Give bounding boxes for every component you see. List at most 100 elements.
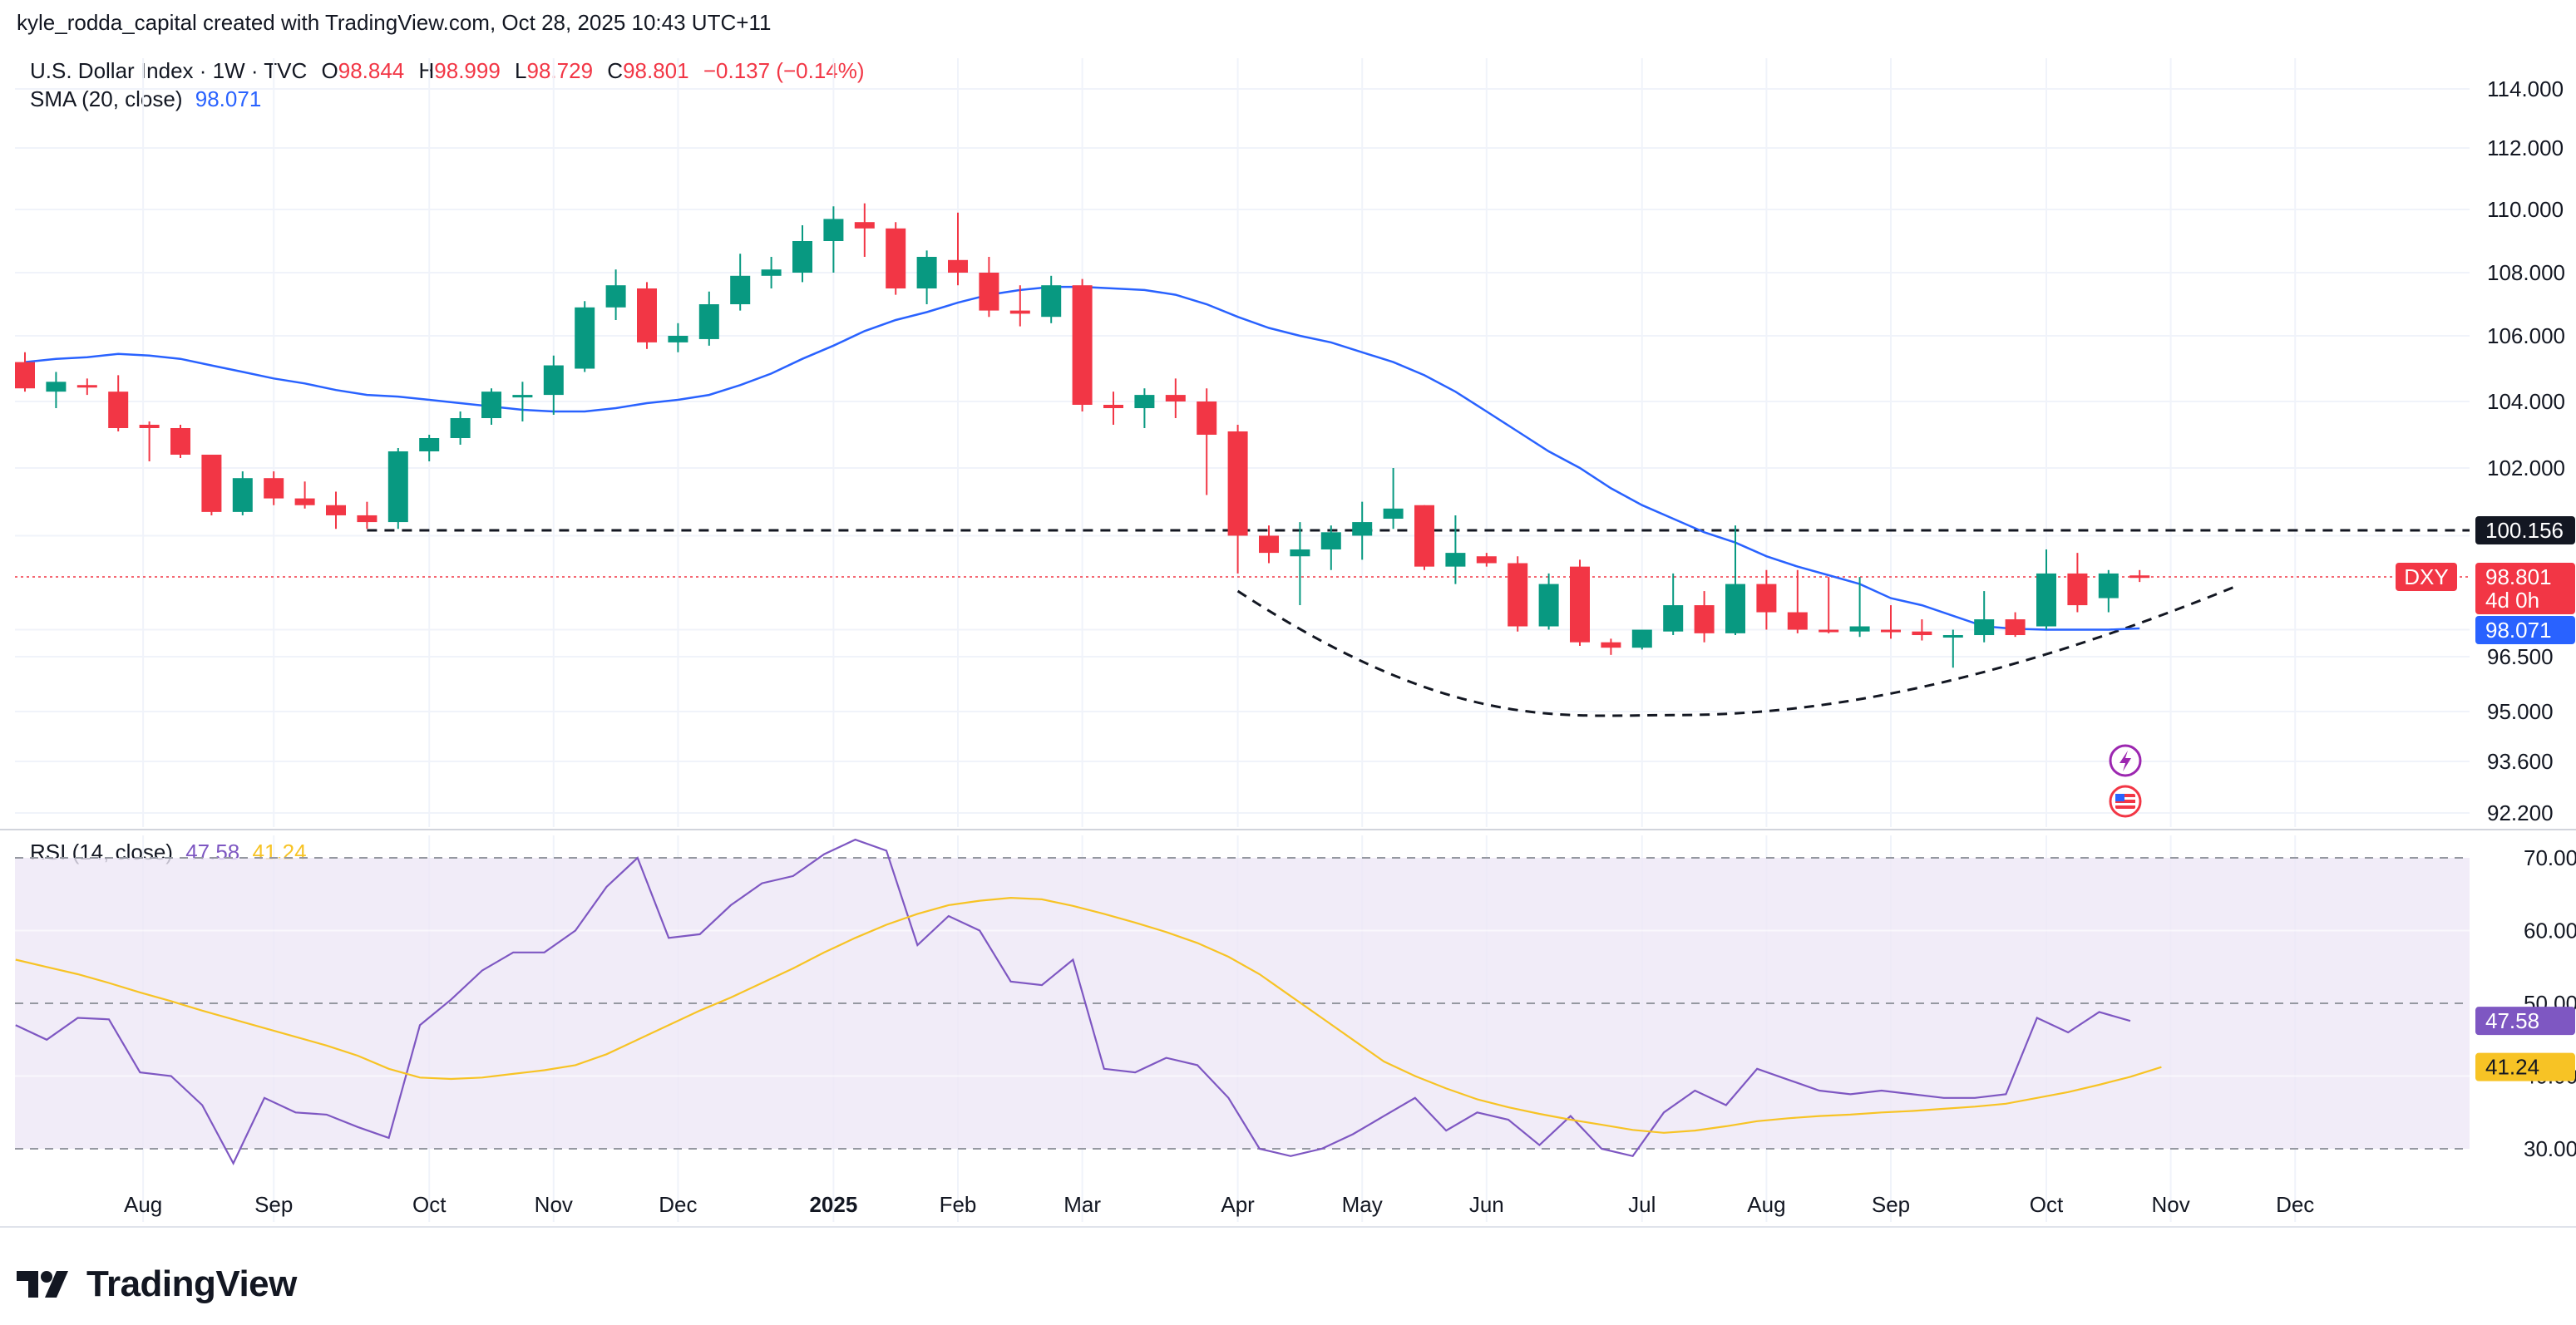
tradingview-logo[interactable]: TradingView	[17, 1263, 297, 1305]
time-axis-label: Feb	[940, 1192, 977, 1217]
candle	[1352, 501, 1373, 560]
candle	[326, 491, 346, 530]
candle-body	[575, 307, 595, 369]
candle	[1725, 525, 1745, 636]
rsi-line	[15, 838, 2131, 1165]
candle	[1445, 515, 1466, 584]
candle-body	[1009, 310, 1030, 314]
sma-label: SMA (20, close)	[30, 86, 183, 111]
candle-body	[294, 498, 315, 505]
close-label: C	[607, 58, 624, 83]
sma-legend[interactable]: SMA (20, close) 98.071	[30, 86, 261, 112]
candle-body	[1383, 508, 1404, 520]
candle	[1881, 605, 1901, 639]
symbol-flag-bg	[2396, 563, 2457, 591]
candle-body	[2129, 575, 2150, 579]
candle-body	[730, 275, 751, 304]
candle	[232, 471, 253, 515]
candle	[1601, 638, 1621, 655]
candle-body	[2067, 573, 2088, 606]
price-axis-label: 112.000	[2487, 135, 2564, 160]
candle-body	[854, 222, 875, 229]
flag-icon-white	[2115, 797, 2135, 800]
price-axis-label: 93.600	[2487, 749, 2554, 774]
time-axis-label: Oct	[2030, 1192, 2064, 1217]
candle-body	[1663, 605, 1684, 632]
tradingview-logo-icon	[17, 1271, 68, 1298]
candle	[1197, 388, 1217, 495]
candle	[637, 282, 657, 349]
open-label: O	[321, 58, 338, 83]
candle-body	[1414, 505, 1434, 567]
time-axis-label: Oct	[412, 1192, 447, 1217]
candle-body	[326, 505, 346, 515]
candle-body	[46, 382, 67, 392]
rounding-bottom-curve	[1236, 586, 2233, 717]
candle	[1849, 577, 1870, 638]
candle-body	[1570, 566, 1590, 643]
candle-body	[1134, 395, 1155, 408]
candle-body	[512, 395, 533, 398]
candle-body	[232, 478, 253, 512]
candle-body	[170, 428, 190, 455]
candle	[792, 225, 812, 283]
candle-body	[1352, 522, 1373, 536]
time-axis-label: 2025	[809, 1192, 857, 1217]
candle-body	[1041, 285, 1062, 318]
time-axis-label: Dec	[2276, 1192, 2314, 1217]
candle	[76, 378, 97, 396]
candle	[2005, 612, 2026, 638]
candle	[1072, 278, 1093, 411]
time-axis-label: Dec	[659, 1192, 697, 1217]
candle	[1663, 573, 1684, 636]
candle	[1912, 619, 1932, 641]
candle-body	[792, 241, 812, 273]
rsi-axis-label: 60.00	[2524, 919, 2576, 943]
flag-icon-white	[2115, 803, 2135, 805]
candle	[730, 254, 751, 311]
candle-body	[1445, 553, 1466, 567]
candle-body	[108, 392, 129, 428]
rsi-ma-line	[15, 896, 2162, 1134]
time-axis-label: Aug	[124, 1192, 162, 1217]
sma-price-tag: 98.071	[2475, 616, 2575, 644]
price-axis-label: 92.200	[2487, 800, 2554, 825]
candle	[1631, 629, 1652, 650]
candle	[2067, 553, 2088, 613]
candle-body	[1694, 605, 1715, 633]
candle-body	[357, 515, 378, 523]
candle	[854, 203, 875, 257]
rsi-axis-label: 30.00	[2524, 1136, 2576, 1161]
candle-body	[948, 259, 968, 273]
candle-body	[916, 257, 937, 288]
time-axis-label: Apr	[1221, 1192, 1255, 1217]
candle-body	[605, 285, 626, 308]
sma-value: 98.071	[195, 86, 262, 111]
time-axis-label: Jun	[1469, 1192, 1504, 1217]
price-axis-label: 95.000	[2487, 699, 2554, 724]
candle	[1009, 285, 1030, 327]
symbol-name: U.S. Dollar Index · 1W · TVC	[30, 58, 308, 83]
time-axis-label: Mar	[1063, 1192, 1101, 1217]
candle-body	[637, 288, 657, 342]
candle-body	[823, 219, 844, 241]
candle	[170, 425, 190, 458]
candle-body	[1787, 612, 1808, 630]
rsi-value-tag-text: 47.58	[2485, 1008, 2539, 1033]
candle	[1538, 573, 1559, 630]
low-label: L	[515, 58, 527, 83]
candle-body	[668, 336, 688, 342]
candle-body	[450, 418, 471, 438]
candle	[450, 411, 471, 445]
candle	[1227, 425, 1248, 574]
candle	[1942, 629, 1963, 668]
candle-body	[201, 455, 222, 512]
candle	[916, 250, 937, 304]
candle-body	[1072, 285, 1093, 405]
candle	[1103, 392, 1123, 425]
us-flag-event-icon	[2109, 785, 2142, 818]
candle	[605, 269, 626, 320]
candle-body	[1756, 584, 1777, 613]
candle	[1165, 378, 1186, 418]
